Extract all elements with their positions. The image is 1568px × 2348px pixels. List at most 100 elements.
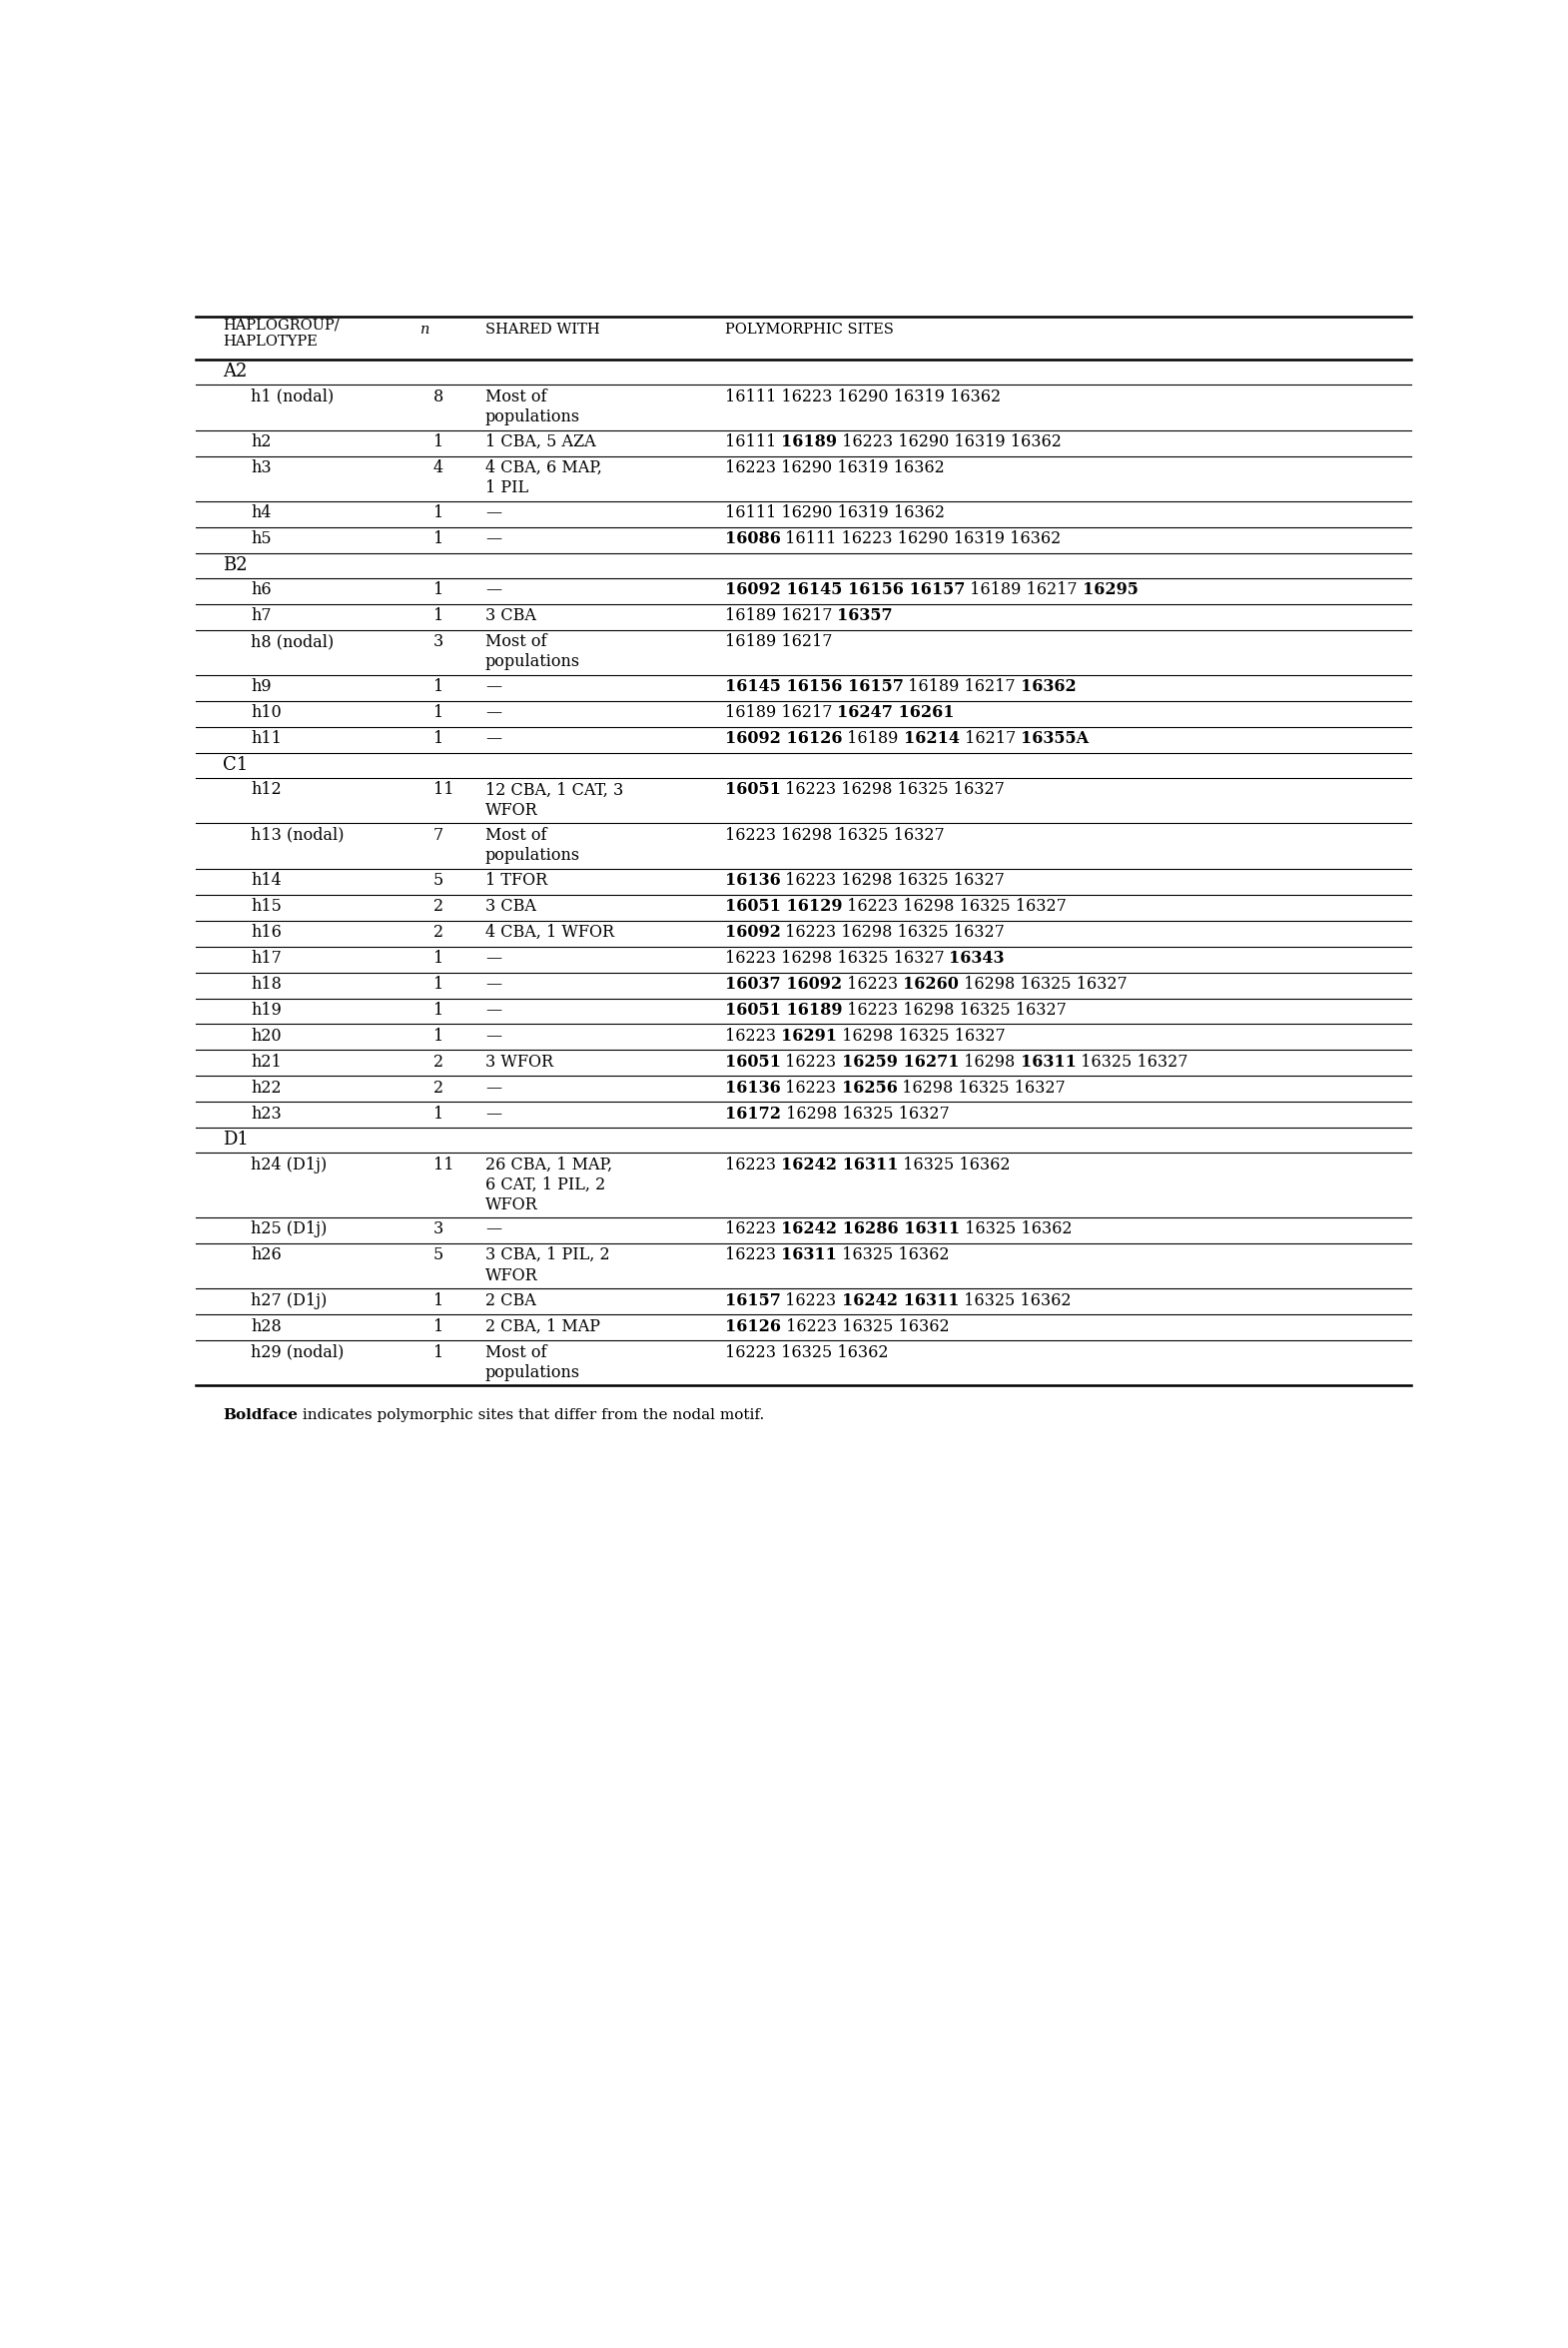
Text: 16051: 16051 bbox=[724, 782, 781, 798]
Text: 16362: 16362 bbox=[1021, 679, 1077, 695]
Text: 16223 16298 16325 16327: 16223 16298 16325 16327 bbox=[781, 871, 1005, 890]
Text: h16: h16 bbox=[251, 923, 282, 942]
Text: 11: 11 bbox=[433, 1155, 453, 1174]
Text: 1: 1 bbox=[433, 949, 444, 967]
Text: —: — bbox=[485, 977, 502, 993]
Text: 16311: 16311 bbox=[1021, 1054, 1076, 1071]
Text: 16223 16298 16325 16327: 16223 16298 16325 16327 bbox=[842, 897, 1066, 916]
Text: 16111 16290 16319 16362: 16111 16290 16319 16362 bbox=[724, 505, 944, 521]
Text: 5: 5 bbox=[433, 871, 444, 890]
Text: Most of
populations: Most of populations bbox=[485, 1343, 580, 1381]
Text: h13 (nodal): h13 (nodal) bbox=[251, 826, 343, 843]
Text: 1: 1 bbox=[433, 505, 444, 521]
Text: 16189: 16189 bbox=[781, 434, 837, 451]
Text: 16223: 16223 bbox=[781, 1291, 842, 1308]
Text: POLYMORPHIC SITES: POLYMORPHIC SITES bbox=[724, 324, 894, 336]
Text: 1: 1 bbox=[433, 977, 444, 993]
Text: h22: h22 bbox=[251, 1080, 281, 1097]
Text: 16214: 16214 bbox=[903, 730, 960, 747]
Text: h18: h18 bbox=[251, 977, 282, 993]
Text: 16298 16325 16327: 16298 16325 16327 bbox=[897, 1080, 1066, 1097]
Text: 1: 1 bbox=[433, 1106, 444, 1122]
Text: 2: 2 bbox=[433, 1054, 444, 1071]
Text: 16037 16092: 16037 16092 bbox=[724, 977, 842, 993]
Text: 1: 1 bbox=[433, 434, 444, 451]
Text: h25 (D1j): h25 (D1j) bbox=[251, 1221, 328, 1237]
Text: 16298 16325 16327: 16298 16325 16327 bbox=[837, 1028, 1005, 1045]
Text: 16242 16286 16311: 16242 16286 16311 bbox=[781, 1221, 960, 1237]
Text: 16325 16362: 16325 16362 bbox=[898, 1155, 1010, 1174]
Text: h5: h5 bbox=[251, 531, 271, 547]
Text: 16355A: 16355A bbox=[1021, 730, 1088, 747]
Text: 1: 1 bbox=[433, 1291, 444, 1308]
Text: 5: 5 bbox=[433, 1247, 444, 1263]
Text: —: — bbox=[485, 949, 502, 967]
Text: 16157: 16157 bbox=[724, 1291, 781, 1308]
Text: h17: h17 bbox=[251, 949, 282, 967]
Text: 1: 1 bbox=[433, 704, 444, 721]
Text: 1: 1 bbox=[433, 1317, 444, 1334]
Text: 11: 11 bbox=[433, 782, 453, 798]
Text: C1: C1 bbox=[223, 756, 248, 775]
Text: Most of
populations: Most of populations bbox=[485, 826, 580, 864]
Text: Most of
populations: Most of populations bbox=[485, 387, 580, 425]
Text: h19: h19 bbox=[251, 1003, 282, 1019]
Text: 16092 16145 16156 16157: 16092 16145 16156 16157 bbox=[724, 582, 964, 599]
Text: 4 CBA, 6 MAP,
1 PIL: 4 CBA, 6 MAP, 1 PIL bbox=[485, 460, 602, 498]
Text: 16357: 16357 bbox=[837, 608, 892, 625]
Text: h14: h14 bbox=[251, 871, 281, 890]
Text: 16291: 16291 bbox=[781, 1028, 837, 1045]
Text: 1: 1 bbox=[433, 730, 444, 747]
Text: h21: h21 bbox=[251, 1054, 281, 1071]
Text: 16325 16327: 16325 16327 bbox=[1076, 1054, 1189, 1071]
Text: 16092: 16092 bbox=[724, 923, 781, 942]
Text: 16223 16290 16319 16362: 16223 16290 16319 16362 bbox=[724, 460, 944, 477]
Text: —: — bbox=[485, 1080, 502, 1097]
Text: 16223 16325 16362: 16223 16325 16362 bbox=[781, 1317, 949, 1334]
Text: 16223 16298 16325 16327: 16223 16298 16325 16327 bbox=[724, 949, 949, 967]
Text: 4: 4 bbox=[433, 460, 444, 477]
Text: 3 WFOR: 3 WFOR bbox=[485, 1054, 554, 1071]
Text: 16145 16156 16157: 16145 16156 16157 bbox=[724, 679, 903, 695]
Text: 16086: 16086 bbox=[724, 531, 781, 547]
Text: 16298 16325 16327: 16298 16325 16327 bbox=[958, 977, 1127, 993]
Text: 16247 16261: 16247 16261 bbox=[837, 704, 955, 721]
Text: 2: 2 bbox=[433, 897, 444, 916]
Text: 16325 16362: 16325 16362 bbox=[960, 1291, 1071, 1308]
Text: 8: 8 bbox=[433, 387, 444, 406]
Text: 16136: 16136 bbox=[724, 1080, 781, 1097]
Text: h20: h20 bbox=[251, 1028, 281, 1045]
Text: h26: h26 bbox=[251, 1247, 281, 1263]
Text: 16223: 16223 bbox=[781, 1080, 842, 1097]
Text: —: — bbox=[485, 1028, 502, 1045]
Text: 7: 7 bbox=[433, 826, 444, 843]
Text: n: n bbox=[420, 324, 430, 336]
Text: 16223 16290 16319 16362: 16223 16290 16319 16362 bbox=[837, 434, 1062, 451]
Text: 16223 16325 16362: 16223 16325 16362 bbox=[724, 1343, 887, 1362]
Text: —: — bbox=[485, 505, 502, 521]
Text: h27 (D1j): h27 (D1j) bbox=[251, 1291, 328, 1308]
Text: h12: h12 bbox=[251, 782, 281, 798]
Text: h28: h28 bbox=[251, 1317, 281, 1334]
Text: 1 TFOR: 1 TFOR bbox=[485, 871, 547, 890]
Text: —: — bbox=[485, 1003, 502, 1019]
Text: 1: 1 bbox=[433, 679, 444, 695]
Text: h6: h6 bbox=[251, 582, 271, 599]
Text: 16256: 16256 bbox=[842, 1080, 897, 1097]
Text: 2: 2 bbox=[433, 923, 444, 942]
Text: h1 (nodal): h1 (nodal) bbox=[251, 387, 334, 406]
Text: B2: B2 bbox=[223, 556, 248, 573]
Text: 16092 16126: 16092 16126 bbox=[724, 730, 842, 747]
Text: h23: h23 bbox=[251, 1106, 281, 1122]
Text: 1: 1 bbox=[433, 1003, 444, 1019]
Text: h29 (nodal): h29 (nodal) bbox=[251, 1343, 343, 1362]
Text: 2 CBA, 1 MAP: 2 CBA, 1 MAP bbox=[485, 1317, 601, 1334]
Text: 16223: 16223 bbox=[842, 977, 903, 993]
Text: 16051 16129: 16051 16129 bbox=[724, 897, 842, 916]
Text: HAPLOGROUP/
HAPLOTYPE: HAPLOGROUP/ HAPLOTYPE bbox=[223, 317, 339, 350]
Text: h2: h2 bbox=[251, 434, 271, 451]
Text: 16111 16223 16290 16319 16362: 16111 16223 16290 16319 16362 bbox=[724, 387, 1000, 406]
Text: 1: 1 bbox=[433, 531, 444, 547]
Text: 12 CBA, 1 CAT, 3
WFOR: 12 CBA, 1 CAT, 3 WFOR bbox=[485, 782, 624, 819]
Text: —: — bbox=[485, 1221, 502, 1237]
